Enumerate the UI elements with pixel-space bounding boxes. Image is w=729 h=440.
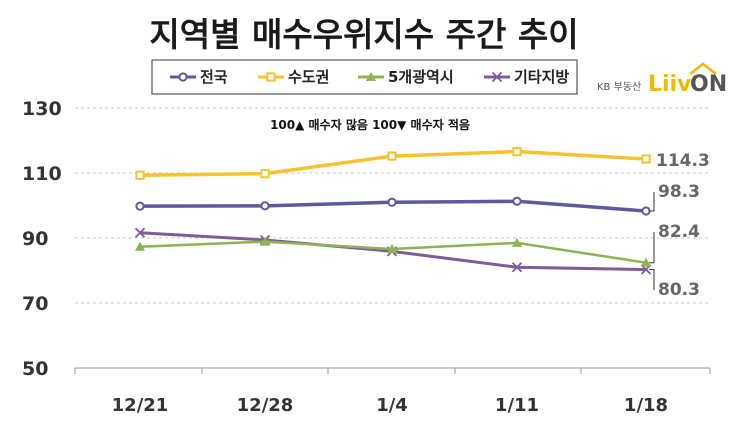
y-tick-label: 50 xyxy=(22,358,48,380)
annotation-text: 100▲ 매수자 많음 100▼ 매수자 적음 xyxy=(270,117,470,132)
legend-item-5개광역시: 5개광역시 xyxy=(358,68,454,86)
y-tick-label: 110 xyxy=(22,163,62,185)
logo-roof-icon xyxy=(689,62,717,75)
legend-marker xyxy=(178,72,188,82)
series-5개광역시 xyxy=(135,236,651,267)
x-axis-ticks: 12/21 12/28 1/4 1/11 1/18 xyxy=(74,368,711,416)
data-point xyxy=(260,201,270,211)
data-point xyxy=(512,196,522,206)
end-data-label: 114.3 xyxy=(656,151,710,171)
series xyxy=(134,146,652,275)
x-tick-label: 12/28 xyxy=(237,395,294,416)
legend-label: 수도권 xyxy=(288,68,329,86)
data-point xyxy=(641,206,651,216)
label-leader-line xyxy=(649,232,655,264)
legend-label: 기타지방 xyxy=(514,68,569,86)
legend-marker xyxy=(491,71,503,83)
end-data-label: 98.3 xyxy=(658,182,700,202)
legend-label: 5개광역시 xyxy=(388,68,454,86)
legend-label: 전국 xyxy=(200,68,228,86)
end-data-label: 80.3 xyxy=(658,280,700,300)
chart-title: 지역별 매수우위지수 주간 추이 xyxy=(149,15,578,54)
end-data-label: 82.4 xyxy=(658,222,700,242)
y-tick-label: 130 xyxy=(22,98,62,120)
data-point xyxy=(387,151,397,161)
data-point xyxy=(512,146,522,157)
data-labels: 98.3 114.3 82.4 80.3 xyxy=(649,151,710,300)
legend-item-전국: 전국 xyxy=(170,68,228,86)
x-tick-label: 12/21 xyxy=(112,395,169,416)
data-point xyxy=(641,154,651,164)
data-point xyxy=(135,241,145,251)
data-point xyxy=(260,236,270,246)
data-point xyxy=(387,244,397,254)
y-axis-ticks: 50 70 90 110 130 xyxy=(22,98,62,380)
legend-item-수도권: 수도권 xyxy=(258,68,329,86)
series-수도권 xyxy=(135,146,651,180)
label-leader-line xyxy=(649,269,655,290)
x-tick-label: 1/18 xyxy=(624,395,668,416)
logo-prefix: KB 부동산 xyxy=(597,81,641,93)
y-tick-label: 90 xyxy=(22,228,48,250)
data-point xyxy=(135,170,145,180)
logo: KB 부동산 Liiv ON xyxy=(597,62,727,97)
x-tick-label: 1/4 xyxy=(376,395,408,416)
legend: 전국 수도권 5개광역시 기타지방 xyxy=(170,68,569,86)
y-tick-label: 70 xyxy=(22,293,48,315)
data-point xyxy=(641,257,651,267)
data-point xyxy=(135,201,145,211)
data-point xyxy=(260,169,270,179)
data-point xyxy=(134,227,146,238)
label-leader-line xyxy=(649,192,655,212)
legend-marker xyxy=(266,72,276,82)
x-tick-label: 1/11 xyxy=(495,395,539,416)
logo-brand-liiv: Liiv xyxy=(648,72,692,97)
series-전국 xyxy=(135,196,651,216)
data-point xyxy=(387,197,397,207)
data-point xyxy=(511,262,523,273)
grid xyxy=(75,107,710,369)
legend-marker xyxy=(366,72,376,81)
data-point xyxy=(512,237,522,247)
legend-item-기타지방: 기타지방 xyxy=(484,68,569,86)
logo-brand-on: ON xyxy=(690,72,727,97)
